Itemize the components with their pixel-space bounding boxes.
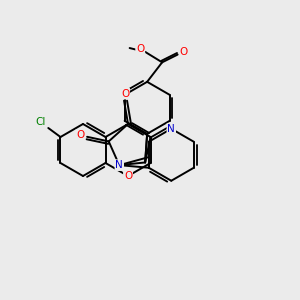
- Text: O: O: [121, 88, 129, 99]
- Text: N: N: [116, 160, 123, 170]
- Text: O: O: [136, 44, 144, 54]
- Text: N: N: [167, 124, 175, 134]
- Text: Cl: Cl: [35, 117, 46, 127]
- Text: O: O: [76, 130, 84, 140]
- Text: O: O: [180, 46, 188, 56]
- Text: O: O: [124, 171, 132, 181]
